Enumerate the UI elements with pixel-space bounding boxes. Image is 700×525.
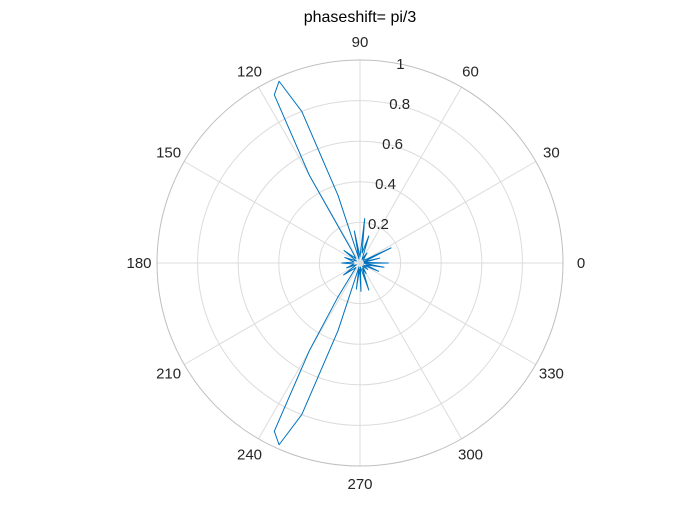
- polar-grid: [156, 59, 564, 467]
- r-grid-circle-0.4: [278, 181, 442, 345]
- r-grid-circle-0.2: [318, 221, 402, 305]
- theta-tick-label-330: 330: [539, 366, 564, 383]
- theta-tick-label-30: 30: [543, 145, 560, 162]
- theta-tick-label-60: 60: [462, 64, 479, 81]
- theta-tick-label-0: 0: [577, 255, 585, 272]
- theta-tick-label-150: 150: [156, 145, 181, 162]
- r-tick-label-0.2: 0.2: [368, 216, 389, 233]
- r-tick-labels: 0.2 0.4 0.6 0.8 1: [368, 56, 410, 233]
- r-grid-circle-0.8: [197, 100, 523, 426]
- theta-tick-labels: 0 30 60 90 120 150 180 210 240 270 300 330: [126, 34, 585, 493]
- r-tick-label-0.6: 0.6: [382, 136, 403, 153]
- polar-outer-ring: [156, 59, 564, 467]
- theta-tick-label-300: 300: [458, 446, 483, 463]
- theta-tick-label-270: 270: [347, 476, 372, 493]
- theta-grid-line-60: [359, 86, 462, 264]
- theta-grid-line-210: [183, 262, 361, 365]
- r-tick-label-1: 1: [396, 56, 404, 73]
- r-grid-circle-0.6: [237, 140, 483, 386]
- r-tick-label-0.8: 0.8: [389, 96, 410, 113]
- chart-title: phaseshift= pi/3: [304, 9, 417, 26]
- theta-grid-line-330: [359, 262, 537, 365]
- r-tick-label-0.4: 0.4: [375, 176, 396, 193]
- theta-grid-line-300: [359, 262, 462, 440]
- theta-tick-label-210: 210: [156, 366, 181, 383]
- theta-tick-label-180: 180: [126, 255, 151, 272]
- theta-tick-label-240: 240: [237, 446, 262, 463]
- series-layer: [273, 80, 392, 446]
- theta-tick-label-120: 120: [237, 64, 262, 81]
- theta-grid-line-30: [359, 161, 537, 264]
- series-line-0: [273, 80, 392, 446]
- theta-grid-line-150: [183, 161, 361, 264]
- theta-tick-label-90: 90: [352, 34, 369, 51]
